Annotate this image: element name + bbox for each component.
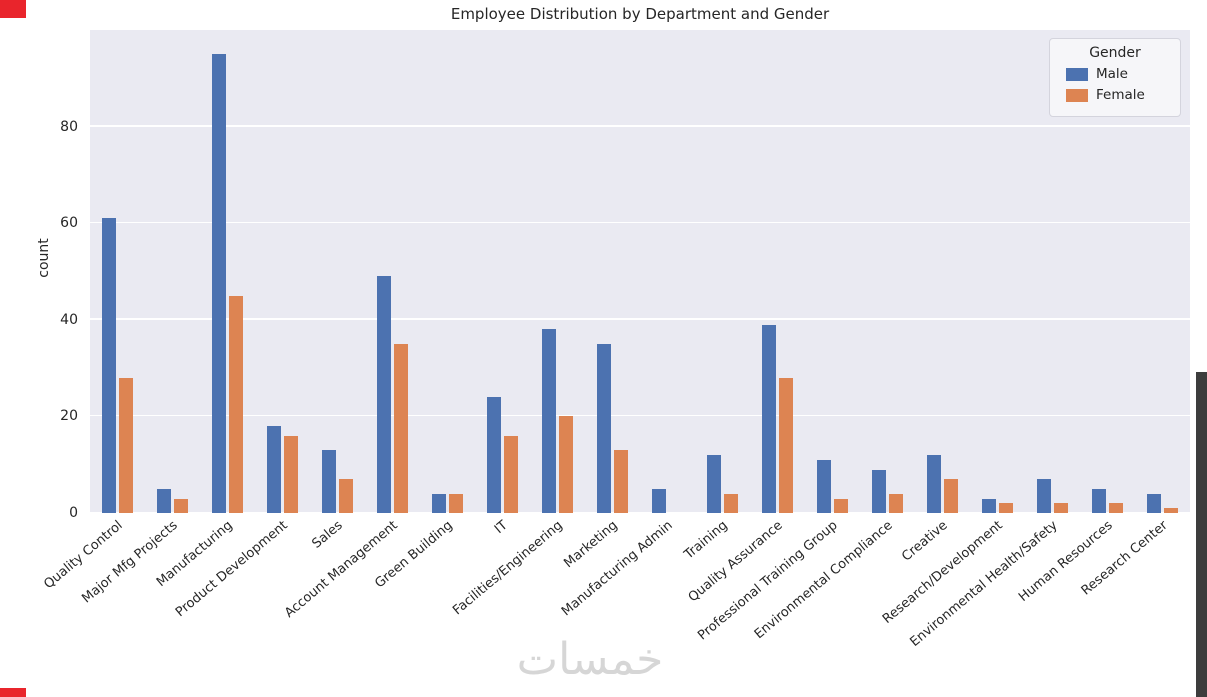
bar-male xyxy=(432,493,446,513)
bar-female xyxy=(889,493,903,513)
bar-group xyxy=(695,30,750,513)
bar-group xyxy=(640,30,695,513)
bar-female xyxy=(944,479,958,513)
watermark: خمسات xyxy=(516,634,664,685)
gridline xyxy=(90,125,1190,127)
scrollbar-thumb[interactable] xyxy=(1196,372,1207,697)
bars-container xyxy=(90,30,1190,513)
legend-swatch-female xyxy=(1066,88,1088,102)
legend-title: Gender xyxy=(1089,45,1141,61)
y-tick-label: 80 xyxy=(60,118,78,135)
bar-group xyxy=(530,30,585,513)
bar-group xyxy=(1135,30,1190,513)
bar-female xyxy=(999,503,1013,513)
bar-male xyxy=(487,397,501,513)
bar-female xyxy=(449,493,463,513)
bar-group xyxy=(90,30,145,513)
page-fragment-bottom-left xyxy=(0,688,26,697)
legend-swatch-male xyxy=(1066,67,1088,81)
bar-male xyxy=(377,276,391,513)
y-tick-label: 0 xyxy=(69,505,78,521)
bar-group xyxy=(310,30,365,513)
y-axis-ticks: 0 20 40 60 80 xyxy=(42,30,78,521)
bar-female xyxy=(559,416,573,513)
bar-male xyxy=(872,469,886,513)
bar-group xyxy=(420,30,475,513)
bar-female xyxy=(1164,508,1178,513)
bar-group xyxy=(145,30,200,513)
y-tick-label: 60 xyxy=(60,215,78,232)
legend-item: Male xyxy=(1066,66,1170,82)
bar-female xyxy=(119,377,133,513)
bar-group xyxy=(585,30,640,513)
bar-male xyxy=(817,459,831,513)
bar-female xyxy=(394,343,408,513)
bar-male xyxy=(322,450,336,513)
bar-female xyxy=(339,479,353,513)
bar-group xyxy=(915,30,970,513)
gridline xyxy=(90,318,1190,320)
bar-male xyxy=(212,54,226,513)
bar-male xyxy=(1092,488,1106,513)
bar-group xyxy=(475,30,530,513)
legend-items: Male Female xyxy=(1060,66,1170,103)
bar-male xyxy=(267,426,281,513)
bar-male xyxy=(707,455,721,513)
bar-group xyxy=(1025,30,1080,513)
bar-male xyxy=(597,343,611,513)
bar-female xyxy=(834,498,848,513)
bar-male xyxy=(652,488,666,513)
gridline xyxy=(90,511,1190,513)
bar-female xyxy=(1054,503,1068,513)
bar-male xyxy=(102,218,116,513)
bar-male xyxy=(762,324,776,513)
y-tick-label: 20 xyxy=(60,408,78,425)
bar-female xyxy=(724,493,738,513)
legend: Gender Male Female xyxy=(1049,38,1181,117)
bar-male xyxy=(1037,479,1051,513)
bar-group xyxy=(1080,30,1135,513)
bar-female xyxy=(229,295,243,513)
bar-group xyxy=(255,30,310,513)
legend-item-label: Female xyxy=(1096,87,1145,103)
bar-group xyxy=(365,30,420,513)
gridline xyxy=(90,221,1190,224)
bar-group xyxy=(805,30,860,513)
bar-group xyxy=(750,30,805,513)
page-fragment-top-left xyxy=(0,0,26,18)
bar-group xyxy=(970,30,1025,513)
bar-female xyxy=(1109,503,1123,513)
bar-male xyxy=(1147,493,1161,513)
bar-male xyxy=(542,329,556,513)
bar-male xyxy=(157,488,171,513)
legend-item-label: Male xyxy=(1096,66,1128,82)
bar-group xyxy=(860,30,915,513)
bar-male xyxy=(982,498,996,513)
plot-area: Gender Male Female xyxy=(90,30,1190,513)
bar-female xyxy=(174,498,188,513)
bar-male xyxy=(927,455,941,513)
gridline xyxy=(90,414,1190,417)
bar-female xyxy=(284,435,298,513)
bar-group xyxy=(200,30,255,513)
chart-title: Employee Distribution by Department and … xyxy=(450,5,830,23)
bar-female xyxy=(504,435,518,513)
bar-female xyxy=(614,450,628,513)
legend-item: Female xyxy=(1066,87,1170,103)
bar-female xyxy=(779,377,793,513)
y-tick-label: 40 xyxy=(60,311,78,328)
